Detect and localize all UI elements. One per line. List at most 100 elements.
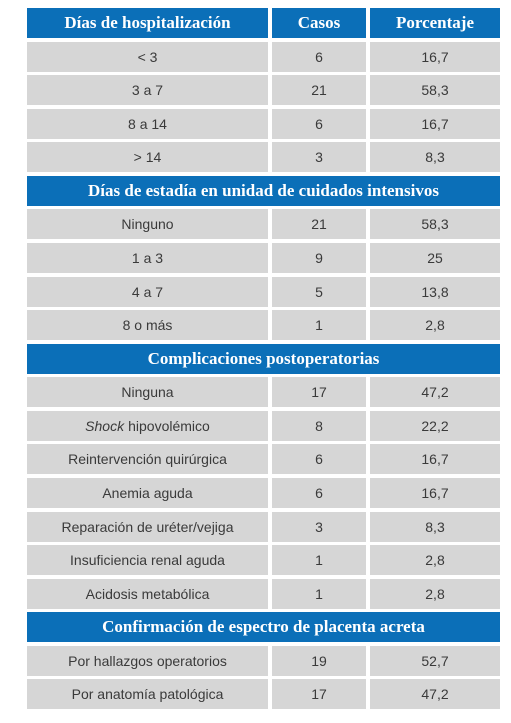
cell-text: 8 a 14 (128, 115, 167, 132)
cell-text: 1 (315, 317, 323, 334)
table-cell: 2,8 (370, 545, 500, 576)
cell-text: 16,7 (421, 115, 449, 132)
table-cell: 16,7 (370, 477, 500, 508)
section-title-text: Días de estadía en unidad de cuidados in… (88, 180, 439, 200)
cell-text: 6 (315, 484, 323, 501)
table-cell: 21 (272, 75, 366, 106)
table-cell: Shock hipovolémico (27, 410, 268, 441)
table-cell: Ninguno (27, 209, 268, 240)
header-cell: Casos (272, 8, 366, 38)
cell-text: 1 (315, 552, 323, 569)
table-cell: Por anatomía patológica (27, 679, 268, 710)
cell-text: 8 o más (122, 317, 173, 334)
section-title: Confirmación de espectro de placenta acr… (27, 612, 500, 643)
cell-text: 47,2 (421, 384, 449, 401)
table-cell: 8,3 (370, 511, 500, 542)
table-cell: 3 a 7 (27, 75, 268, 106)
cell-text: 1 a 3 (131, 249, 164, 266)
cell-text: 47,2 (421, 686, 449, 703)
cell-text: Anemia aguda (102, 484, 193, 501)
section-title-text: Confirmación de espectro de placenta acr… (102, 617, 425, 637)
cell-text: 52,7 (421, 652, 449, 669)
cell-text: Shock (85, 417, 125, 434)
cell-text: 21 (311, 82, 327, 99)
table-cell: 6 (272, 444, 366, 475)
table-cell: 9 (272, 242, 366, 273)
cell-text: 3 (315, 518, 323, 535)
table-cell: 21 (272, 209, 366, 240)
header-cell: Porcentaje (370, 8, 500, 38)
cell-text: Por anatomía patológica (71, 686, 224, 703)
cell-text: 2,8 (425, 552, 445, 569)
cell-text: > 14 (133, 149, 162, 166)
cell-text: 6 (315, 48, 323, 65)
table-cell: Reparación de uréter/vejiga (27, 511, 268, 542)
cell-text: 6 (315, 451, 323, 468)
table-cell: 8 a 14 (27, 108, 268, 139)
table-cell: 22,2 (370, 410, 500, 441)
section-title: Complicaciones postoperatorias (27, 343, 500, 374)
table-cell: < 3 (27, 41, 268, 72)
table-cell: 8,3 (370, 142, 500, 173)
table-cell: 1 (272, 310, 366, 341)
table-cell: > 14 (27, 142, 268, 173)
cell-text: 8,3 (425, 518, 445, 535)
table-cell: 8 (272, 410, 366, 441)
section-title: Días de estadía en unidad de cuidados in… (27, 175, 500, 206)
cell-text: Ninguno (121, 216, 174, 233)
table-cell: 19 (272, 645, 366, 676)
section-title-text: Complicaciones postoperatorias (147, 348, 380, 368)
cell-text: Reparación de uréter/vejiga (61, 518, 234, 535)
cell-text: 58,3 (421, 82, 449, 99)
table-cell: 3 (272, 511, 366, 542)
cell-text: 9 (315, 249, 323, 266)
cell-text: 3 a 7 (131, 82, 164, 99)
cell-text: 1 (315, 585, 323, 602)
table-cell: 16,7 (370, 41, 500, 72)
table-cell: Por hallazgos operatorios (27, 645, 268, 676)
cell-text: < 3 (137, 48, 158, 65)
table-cell: Insuficiencia renal aguda (27, 545, 268, 576)
table-cell: 3 (272, 142, 366, 173)
cell-text: 16,7 (421, 451, 449, 468)
cell-text: 8,3 (425, 149, 445, 166)
table-cell: Reintervención quirúrgica (27, 444, 268, 475)
table-cell: 6 (272, 41, 366, 72)
cell-text: 25 (427, 249, 443, 266)
cell-text: 5 (315, 283, 323, 300)
table-cell: 1 (272, 545, 366, 576)
table-cell: 17 (272, 377, 366, 408)
table-cell: 58,3 (370, 75, 500, 106)
table-cell: 4 a 7 (27, 276, 268, 307)
header-text: Porcentaje (395, 13, 475, 32)
table-cell: 16,7 (370, 108, 500, 139)
table-cell: 2,8 (370, 578, 500, 609)
header-text: Días de hospitalización (64, 13, 231, 32)
cell-text: 58,3 (421, 216, 449, 233)
cell-text: Ninguna (121, 384, 174, 401)
cell-text: 4 a 7 (131, 283, 164, 300)
table-cell: 6 (272, 477, 366, 508)
table-cell: 17 (272, 679, 366, 710)
table-cell: 6 (272, 108, 366, 139)
cell-text: 22,2 (421, 417, 449, 434)
header-text: Casos (297, 13, 341, 32)
table-cell: 47,2 (370, 679, 500, 710)
table-cell: 13,8 (370, 276, 500, 307)
cell-text: 2,8 (425, 585, 445, 602)
cell-text: Acidosis metabólica (85, 585, 210, 602)
table-cell: 8 o más (27, 310, 268, 341)
cell-text: Reintervención quirúrgica (68, 451, 227, 468)
cell-text: 16,7 (421, 484, 449, 501)
table-cell: 1 a 3 (27, 242, 268, 273)
cell-text: 2,8 (425, 317, 445, 334)
cell-text: Por hallazgos operatorios (68, 652, 227, 669)
cell-text: 8 (315, 417, 323, 434)
cell-text: 16,7 (421, 48, 449, 65)
cell-text: 17 (311, 384, 327, 401)
cell-text: hipovolémico (128, 417, 210, 434)
cell-text: 3 (315, 149, 323, 166)
cell-text: 21 (311, 216, 327, 233)
table-cell: 1 (272, 578, 366, 609)
